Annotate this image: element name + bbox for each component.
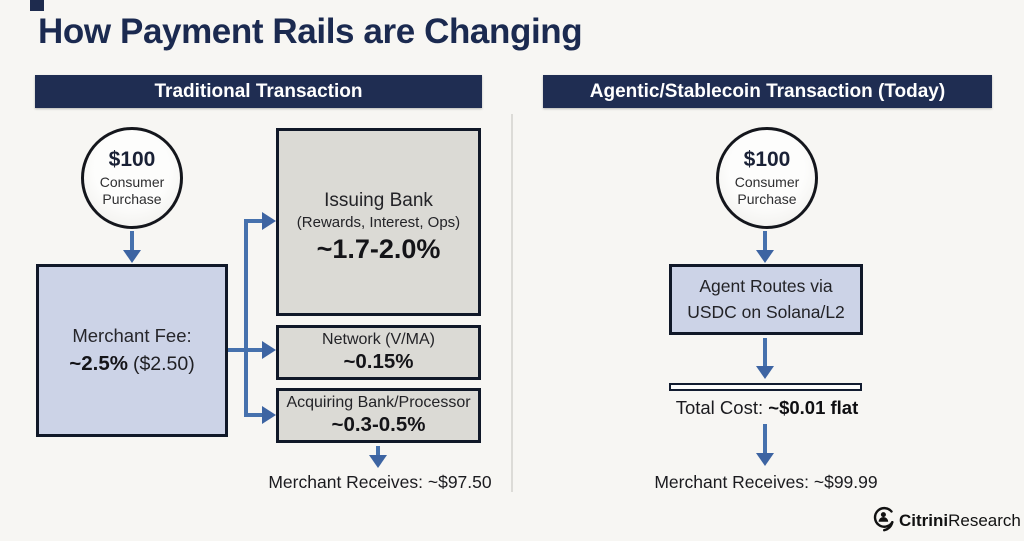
connector-to-network [248,348,262,352]
consumer-amount: $100 [743,147,791,171]
merchant-fee-label: Merchant Fee: [72,325,192,346]
arrow-to-receives-right-shaft [763,424,767,455]
citrini-logo-icon [870,504,897,539]
merchant-fee-percent: ~2.5% [69,352,128,375]
arrow-consumer-to-agent-head [756,250,774,263]
merchant-fee-value: ~2.5% ($2.50) [69,352,195,376]
arrow-consumer-to-agent-shaft [763,231,767,252]
total-cost-text: Total Cost: [675,397,764,418]
consumer-amount: $100 [108,147,156,171]
agentic-header-label: Agentic/Stablecoin Transaction (Today) [589,80,946,102]
traditional-merchant-receives: Merchant Receives: ~$97.50 [268,472,492,492]
consumer-label-line1: Consumer [99,173,165,190]
arrow-to-receives-right-head [756,453,774,466]
arrow-to-acquiring-head [262,406,276,424]
agentic-consumer-circle: $100 Consumer Purchase [716,127,818,229]
issuing-bank-subtitle: (Rewards, Interest, Ops) [296,213,461,231]
network-box: Network (V/MA) ~0.15% [276,325,481,380]
acquiring-value: ~0.3-0.5% [331,413,426,436]
brand-wordmark: CitriniResearch [899,511,1021,531]
total-cost-bar [669,383,862,391]
arrow-to-network-head [262,341,276,359]
consumer-label-line2: Purchase [737,191,797,207]
agent-routes-line1: Agent Routes via [699,276,833,297]
connector-trunk [244,219,248,417]
connector-merchant-out [228,348,248,352]
merchant-fee-box: Merchant Fee: ~2.5% ($2.50) [36,264,228,437]
issuing-bank-value: ~1.7-2.0% [316,233,441,264]
arrow-to-receives-left-shaft [376,446,380,457]
agent-routes-line2: USDC on Solana/L2 [687,301,845,322]
network-value: ~0.15% [343,350,414,373]
traditional-consumer-circle: $100 Consumer Purchase [81,127,183,229]
connector-to-acquiring [244,413,262,417]
acquiring-title: Acquiring Bank/Processor [286,394,471,411]
traditional-column-header: Traditional Transaction [35,75,482,108]
column-divider [511,114,513,492]
brand-name-bold: Citrini [899,511,949,530]
total-cost-label: Total Cost: ~$0.01 flat [617,397,917,419]
acquiring-bank-box: Acquiring Bank/Processor ~0.3-0.5% [276,388,481,443]
brand-name-regular: Research [948,511,1021,530]
agentic-merchant-receives: Merchant Receives: ~$99.99 [654,472,878,492]
corner-mark [30,0,44,11]
consumer-label-line1: Consumer [734,173,800,190]
merchant-fee-dollar: ($2.50) [132,353,195,375]
total-cost-value: ~$0.01 flat [768,397,859,418]
arrow-consumer-to-merchant-head [123,250,141,263]
consumer-label-line2: Purchase [102,191,162,207]
arrow-consumer-to-merchant-shaft [130,231,134,252]
agentic-column-header: Agentic/Stablecoin Transaction (Today) [543,75,992,108]
arrow-to-receives-left-head [369,455,387,468]
page-title: How Payment Rails are Changing [38,12,583,51]
network-title: Network (V/MA) [322,331,435,348]
issuing-bank-box: Issuing Bank (Rewards, Interest, Ops) ~1… [276,128,481,316]
agent-routes-box: Agent Routes via USDC on Solana/L2 [669,264,863,335]
arrow-agent-to-bar-head [756,366,774,379]
arrow-agent-to-bar-shaft [763,338,767,367]
issuing-bank-title: Issuing Bank [324,189,433,211]
arrow-to-issuing-head [262,212,276,230]
connector-to-issuing [244,219,262,223]
traditional-header-label: Traditional Transaction [154,80,363,102]
